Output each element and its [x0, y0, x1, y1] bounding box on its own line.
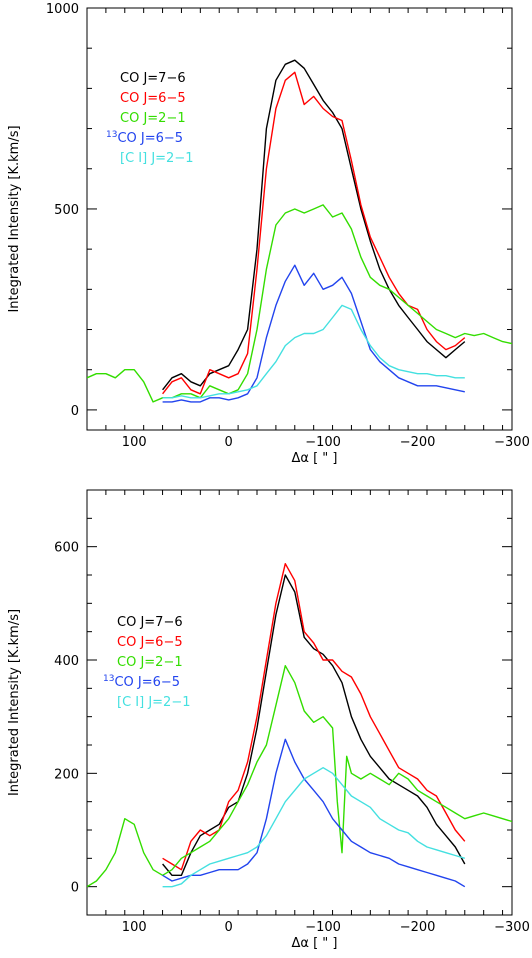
legend-entry-4: 13CO J=6−5: [106, 130, 183, 146]
series-line-1: [162, 59, 466, 391]
y-tick-label: 200: [54, 767, 79, 782]
x-tick-label: 0: [225, 920, 233, 935]
y-tick-label: 400: [54, 654, 79, 669]
series-line-2: [162, 71, 466, 395]
series-line-3: [87, 665, 512, 888]
x-tick-label: 100: [122, 435, 147, 450]
x-axis-label: Δα [ " ]: [292, 451, 338, 466]
x-axis-label: Δα [ " ]: [292, 936, 338, 951]
series-line-5: [162, 304, 465, 399]
x-tick-label: −200: [400, 435, 436, 450]
y-tick-label: 600: [54, 541, 79, 556]
legend-entry-5: [C I] J=2−1: [117, 695, 190, 710]
legend-entry-1: CO J=7−6: [117, 615, 183, 630]
x-tick-label: −100: [305, 920, 341, 935]
plot-frame: [86, 7, 513, 431]
y-tick-label: 0: [71, 881, 79, 896]
x-tick-label: 0: [225, 435, 233, 450]
legend-entry-4: 13CO J=6−5: [103, 674, 180, 690]
y-tick-label: 500: [54, 203, 79, 218]
series-line-3: [87, 204, 512, 403]
series-line-5: [162, 767, 465, 888]
legend-entry-5: [C I] J=2−1: [120, 151, 193, 166]
legend-entry-3: CO J=2−1: [120, 111, 186, 126]
legend-entry-3: CO J=2−1: [117, 655, 183, 670]
x-tick-label: −100: [305, 435, 341, 450]
y-axis-label: Integrated Intensity [K.km/s]: [7, 125, 22, 312]
x-tick-label: −200: [400, 920, 436, 935]
y-tick-label: 0: [71, 404, 79, 419]
plot-frame: [86, 489, 513, 916]
x-tick-label: −300: [494, 920, 530, 935]
legend-entry-1: CO J=7−6: [120, 71, 186, 86]
series-line-4: [162, 738, 466, 888]
chart-panel-2: 100 0 −100 −200 −300 0 200 400 600 Δα [ " ] Integr…: [7, 489, 530, 951]
legend-entry-2: CO J=6−5: [120, 91, 186, 106]
y-tick-label: 1000: [46, 2, 79, 17]
series-line-2: [162, 563, 466, 871]
x-tick-label: −300: [494, 435, 530, 450]
legend-entry-2: CO J=6−5: [117, 635, 183, 650]
x-tick-label: 100: [122, 920, 147, 935]
series-line-1: [162, 574, 466, 876]
series-line-4: [162, 264, 465, 403]
y-axis-label: Integrated Intensity [K.km/s]: [7, 609, 22, 796]
